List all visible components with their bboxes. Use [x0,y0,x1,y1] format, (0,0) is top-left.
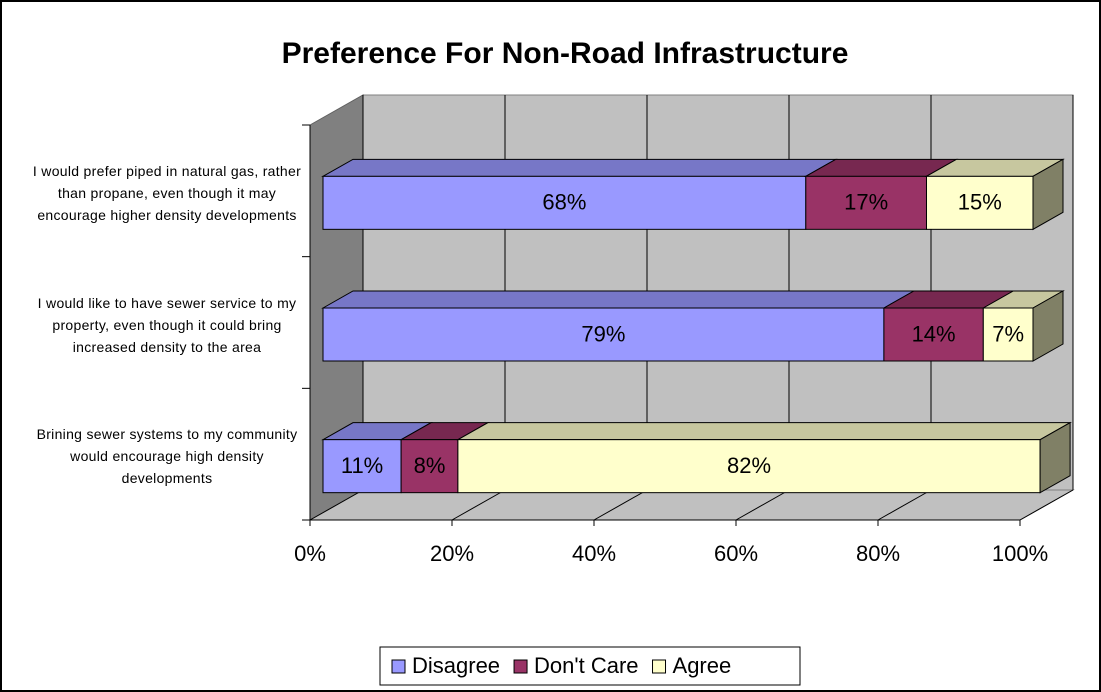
bar [400,439,459,494]
bar-top [456,422,1072,441]
data-label: 8% [414,453,446,478]
bar-side [1032,158,1064,231]
x-tick-label: 40% [572,541,616,566]
bar-side [1039,421,1071,494]
x-tick-label: 0% [294,541,326,566]
data-label: 17% [844,190,888,215]
bar-top [321,158,838,177]
bar [805,175,927,230]
x-tick-label: 60% [714,541,758,566]
data-label: 68% [542,190,586,215]
bar [457,439,1041,494]
y-tick-label: Brining sewer systems to my community wo… [36,426,298,487]
grid-line [309,489,364,521]
floor [308,489,1075,521]
bar [883,307,984,362]
legend-label: Disagree [412,653,500,678]
x-tick-label: 80% [856,541,900,566]
data-label: 79% [581,321,625,346]
data-label: 14% [912,321,956,346]
legend-swatch [652,659,667,674]
x-tick-label: 20% [430,541,474,566]
legend-swatch [513,659,528,674]
y-tick-label: I would like to have sewer service to my… [37,294,297,355]
bar [322,307,885,362]
data-label: 15% [958,190,1002,215]
legend-swatch [391,659,406,674]
grid-line [735,489,790,521]
grid-line [593,489,648,521]
grid-line [877,489,932,521]
y-tick-label: I would prefer piped in natural gas, rat… [32,162,302,223]
legend-box [379,646,801,686]
grid-line [1019,489,1074,521]
bar [322,175,807,230]
data-label: 11% [341,453,383,478]
data-label: 7% [992,321,1024,346]
legend-label: Don't Care [534,653,638,678]
bar-side [1032,290,1064,362]
chart-title: Preference For Non-Road Infrastructure [282,37,849,70]
x-tick-label: 100% [992,541,1048,566]
data-label: 82% [727,453,771,478]
legend-label: Agree [673,653,732,678]
bar-top [321,290,916,309]
bar [982,307,1034,362]
grid-line [451,489,506,521]
bar [322,439,402,494]
